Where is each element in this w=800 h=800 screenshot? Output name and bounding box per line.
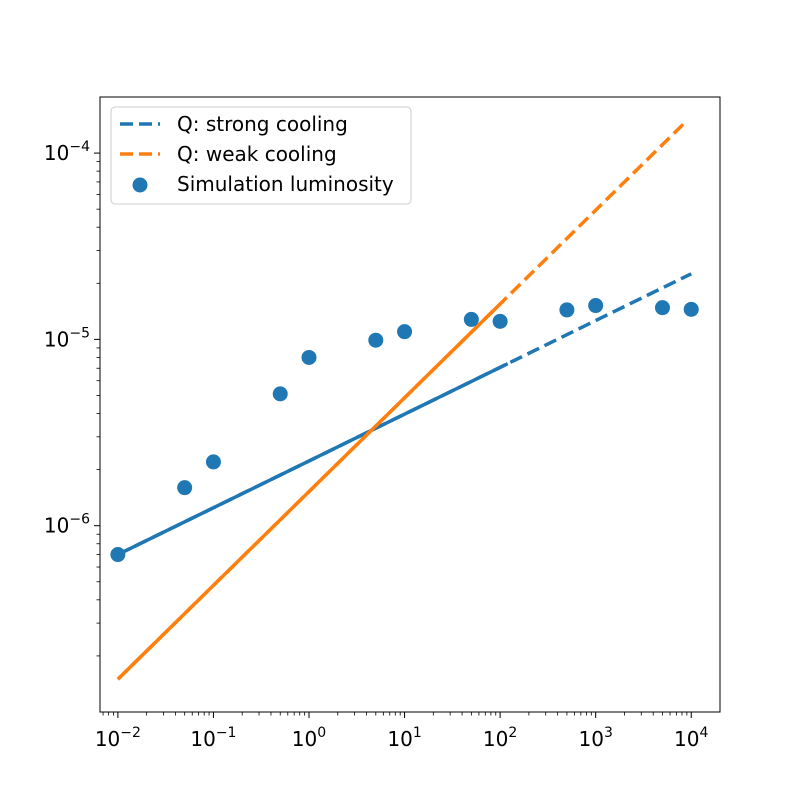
scatter-point-5 [368, 332, 384, 348]
line-dashed-0 [117, 272, 693, 557]
legend-label-2: Simulation luminosity [177, 172, 394, 196]
scatter-point-8 [492, 313, 508, 329]
scatter-point-2 [205, 454, 221, 470]
scatter-point-9 [559, 302, 575, 318]
x-tick-label-3: 101 [387, 725, 421, 751]
y-tick-label-2: 10−4 [44, 139, 90, 165]
y-tick-label-0: 10−6 [44, 512, 90, 538]
scatter-point-11 [654, 300, 670, 316]
x-tick-label-2: 100 [292, 725, 326, 751]
ticks-layer: 10−2 10−1 100 101 102 103 104 10−6 10−5 10−4 [44, 139, 709, 751]
legend: Q: strong cooling Q: weak cooling Simulati… [110, 106, 412, 205]
x-tick-label-6: 104 [674, 725, 708, 751]
x-tick-label-1: 10−1 [190, 725, 236, 751]
scatter-point-3 [272, 386, 288, 402]
series-layer [110, 121, 699, 681]
scatter-point-4 [301, 349, 317, 365]
axes-frame [99, 96, 721, 713]
scatter-point-12 [683, 301, 699, 317]
line-dashed-1 [116, 121, 686, 681]
x-tick-label-5: 103 [578, 725, 612, 751]
legend-label-0: Q: strong cooling [177, 112, 348, 136]
scatter-point-6 [397, 324, 413, 340]
y-tick-label-1: 10−5 [44, 325, 90, 351]
scatter-point-10 [588, 298, 604, 314]
legend-marker-2 [132, 177, 148, 193]
x-tick-label-4: 102 [483, 725, 517, 751]
scatter-point-7 [463, 311, 479, 327]
x-tick-label-0: 10−2 [95, 725, 141, 751]
legend-box [110, 106, 412, 205]
scatter-point-0 [110, 547, 126, 563]
scatter-point-1 [177, 480, 193, 496]
legend-label-1: Q: weak cooling [177, 142, 337, 166]
